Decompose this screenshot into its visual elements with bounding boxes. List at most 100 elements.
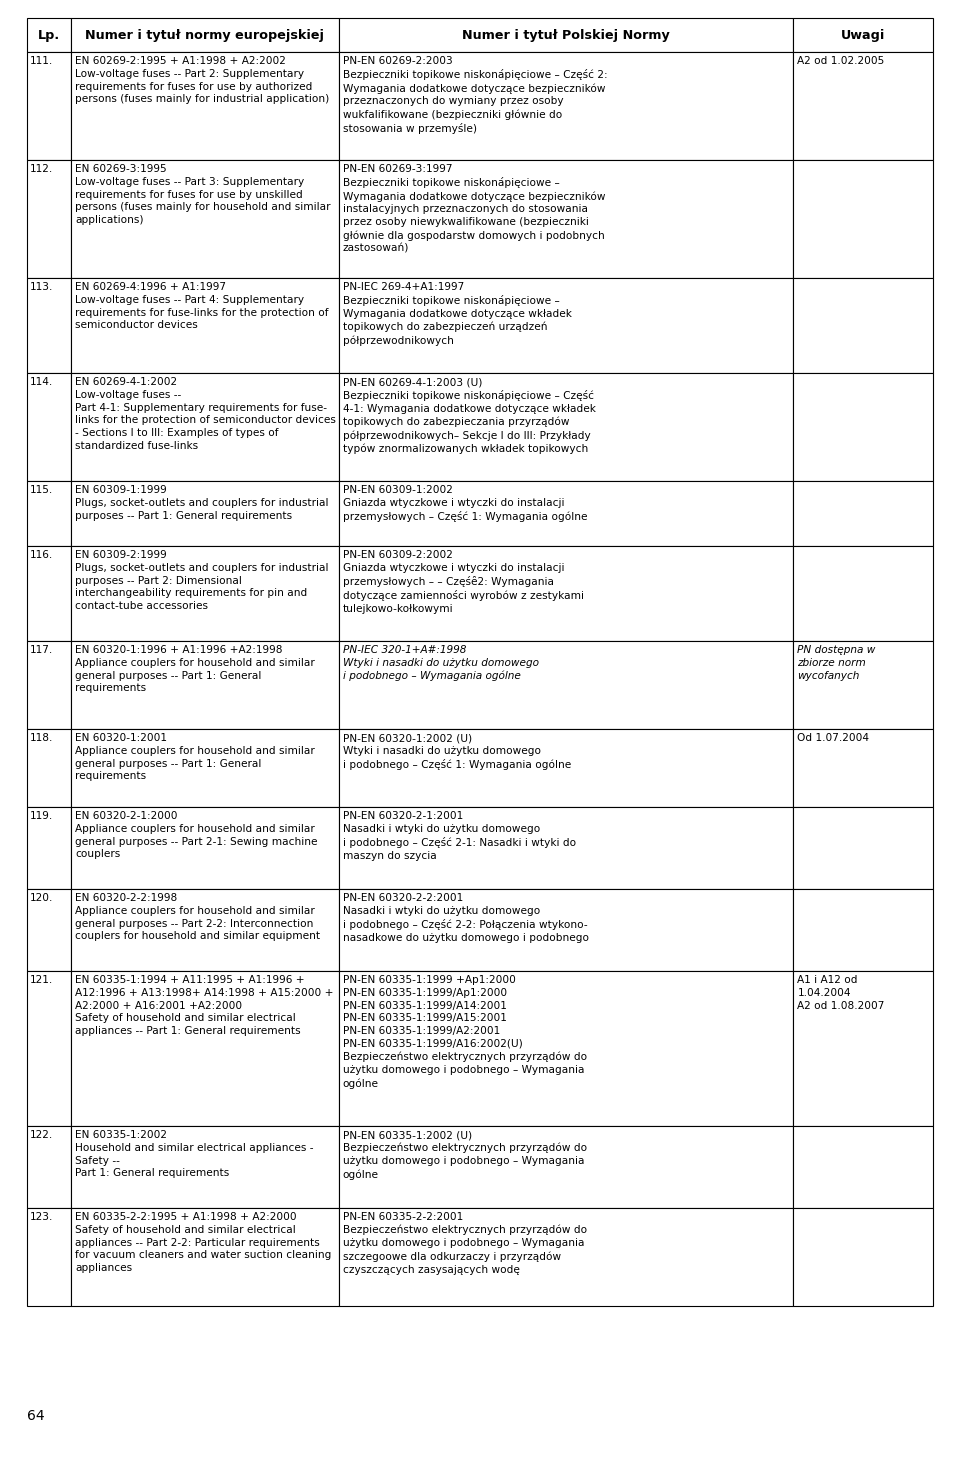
Bar [794,17,933,52]
Bar [71,160,339,278]
Bar [27,545,71,642]
Bar [27,481,71,545]
Bar [71,52,339,160]
Bar [794,481,933,545]
Text: PN-EN 60335-1:2002 (U)
Bezpieczeństwo elektrycznych przyrządów do
użytku domoweg: PN-EN 60335-1:2002 (U) Bezpieczeństwo el… [343,1130,587,1180]
Bar [27,373,71,481]
Bar [794,642,933,729]
Text: PN-EN 60320-1:2002 (U)
Wtyki i nasadki do użytku domowego
i podobnego – Część 1:: PN-EN 60320-1:2002 (U) Wtyki i nasadki d… [343,733,571,770]
Bar [339,160,794,278]
Bar [794,278,933,373]
Text: Numer i tytuł normy europejskiej: Numer i tytuł normy europejskiej [85,29,324,42]
Bar [794,1126,933,1209]
Text: EN 60269-4:1996 + A1:1997
Low-voltage fuses -- Part 4: Supplementary
requirement: EN 60269-4:1996 + A1:1997 Low-voltage fu… [75,281,328,331]
Bar [71,729,339,806]
Text: PN-EN 60335-2-2:2001
Bezpieczeństwo elektrycznych przyrządów do
użytku domowego : PN-EN 60335-2-2:2001 Bezpieczeństwo elek… [343,1212,587,1274]
Text: PN-EN 60320-2-1:2001
Nasadki i wtyki do użytku domowego
i podobnego – Część 2-1:: PN-EN 60320-2-1:2001 Nasadki i wtyki do … [343,811,576,860]
Text: PN-IEC 269-4+A1:1997
Bezpieczniki topikowe niskonápięciowe –
Wymagania dodatkow: PN-IEC 269-4+A1:1997 Bezpieczniki topiko… [343,281,571,346]
Text: Lp.: Lp. [37,29,60,42]
Bar [794,729,933,806]
Bar [27,160,71,278]
Text: EN 60335-1:1994 + A11:1995 + A1:1996 +
A12:1996 + A13:1998+ A14:1998 + A15:2000 : EN 60335-1:1994 + A11:1995 + A1:1996 + A… [75,975,333,1037]
Text: EN 60269-2:1995 + A1:1998 + A2:2002
Low-voltage fuses -- Part 2: Supplementary
r: EN 60269-2:1995 + A1:1998 + A2:2002 Low-… [75,55,329,105]
Bar [339,481,794,545]
Text: 116.: 116. [30,550,53,560]
Text: Uwagi: Uwagi [841,29,885,42]
Text: 114.: 114. [30,378,53,386]
Text: EN 60269-4-1:2002
Low-voltage fuses --
Part 4-1: Supplementary requirements for : EN 60269-4-1:2002 Low-voltage fuses -- P… [75,378,336,451]
Bar [71,545,339,642]
Text: PN dostępna w
zbiorze norm
wycofanych: PN dostępna w zbiorze norm wycofanych [798,644,876,681]
Text: EN 60309-1:1999
Plugs, socket-outlets and couplers for industrial
purposes -- Pa: EN 60309-1:1999 Plugs, socket-outlets an… [75,486,328,521]
Bar [794,545,933,642]
Bar [71,278,339,373]
Text: PN-EN 60335-1:1999 +Ap1:2000
PN-EN 60335-1:1999/Ap1:2000
PN-EN 60335-1:1999/A14:: PN-EN 60335-1:1999 +Ap1:2000 PN-EN 60335… [343,975,587,1089]
Text: EN 60320-1:2001
Appliance couplers for household and similar
general purposes --: EN 60320-1:2001 Appliance couplers for h… [75,733,315,781]
Bar [794,160,933,278]
Bar [339,1209,794,1306]
Text: PN-EN 60320-2-2:2001
Nasadki i wtyki do użytku domowego
i podobnego – Część 2-2:: PN-EN 60320-2-2:2001 Nasadki i wtyki do … [343,892,588,943]
Bar [339,971,794,1126]
Bar [71,971,339,1126]
Text: EN 60335-2-2:1995 + A1:1998 + A2:2000
Safety of household and similar electrical: EN 60335-2-2:1995 + A1:1998 + A2:2000 Sa… [75,1212,331,1273]
Text: PN-EN 60309-2:2002
Gniazda wtyczkowe i wtyczki do instalacji
przemysłowych – – C: PN-EN 60309-2:2002 Gniazda wtyczkowe i w… [343,550,584,614]
Bar [339,806,794,889]
Bar [794,1209,933,1306]
Text: Od 1.07.2004: Od 1.07.2004 [798,733,870,744]
Text: PN-EN 60269-4-1:2003 (U)
Bezpieczniki topikowe niskonápięciowe – Część
4-1: Wym: PN-EN 60269-4-1:2003 (U) Bezpieczniki to… [343,378,595,455]
Bar [339,17,794,52]
Bar [71,1126,339,1209]
Bar [794,889,933,971]
Text: 112.: 112. [30,163,53,174]
Text: A2 od 1.02.2005: A2 od 1.02.2005 [798,55,885,66]
Bar [71,17,339,52]
Text: 64: 64 [27,1408,44,1423]
Bar [71,889,339,971]
Text: EN 60320-2-1:2000
Appliance couplers for household and similar
general purposes : EN 60320-2-1:2000 Appliance couplers for… [75,811,318,859]
Text: 113.: 113. [30,281,54,292]
Bar [27,1209,71,1306]
Bar [27,729,71,806]
Bar [71,642,339,729]
Text: A1 i A12 od
1.04.2004
A2 od 1.08.2007: A1 i A12 od 1.04.2004 A2 od 1.08.2007 [798,975,885,1010]
Text: 120.: 120. [30,892,54,903]
Bar [339,1126,794,1209]
Text: 118.: 118. [30,733,54,744]
Text: PN-EN 60269-2:2003
Bezpieczniki topikowe niskonápięciowe – Część 2:
Wymagania d: PN-EN 60269-2:2003 Bezpieczniki topikowe… [343,55,608,134]
Bar [339,642,794,729]
Text: EN 60309-2:1999
Plugs, socket-outlets and couplers for industrial
purposes -- Pa: EN 60309-2:1999 Plugs, socket-outlets an… [75,550,328,611]
Bar [27,889,71,971]
Bar [794,806,933,889]
Text: EN 60335-1:2002
Household and similar electrical appliances -
Safety --
Part 1: : EN 60335-1:2002 Household and similar el… [75,1130,314,1178]
Text: Numer i tytuł Polskiej Normy: Numer i tytuł Polskiej Normy [462,29,670,42]
Text: 119.: 119. [30,811,53,821]
Text: 122.: 122. [30,1130,53,1140]
Bar [71,373,339,481]
Bar [27,52,71,160]
Text: 117.: 117. [30,644,53,655]
Bar [794,373,933,481]
Bar [27,17,71,52]
Bar [27,278,71,373]
Bar [27,642,71,729]
Bar [27,971,71,1126]
Text: EN 60320-1:1996 + A1:1996 +A2:1998
Appliance couplers for household and similar
: EN 60320-1:1996 + A1:1996 +A2:1998 Appli… [75,644,315,694]
Bar [339,889,794,971]
Text: 121.: 121. [30,975,53,986]
Bar [339,52,794,160]
Text: 123.: 123. [30,1212,54,1222]
Text: PN-EN 60309-1:2002
Gniazda wtyczkowe i wtyczki do instalacji
przemysłowych – Czę: PN-EN 60309-1:2002 Gniazda wtyczkowe i w… [343,486,588,522]
Text: 111.: 111. [30,55,53,66]
Bar [71,481,339,545]
Bar [71,806,339,889]
Bar [27,806,71,889]
Bar [339,545,794,642]
Text: PN-IEC 320-1+A#:1998
Wtyki i nasadki do użytku domowego
i podobnego – Wymagania : PN-IEC 320-1+A#:1998 Wtyki i nasadki do … [343,644,539,681]
Text: EN 60269-3:1995
Low-voltage fuses -- Part 3: Supplementary
requirements for fuse: EN 60269-3:1995 Low-voltage fuses -- Par… [75,163,330,225]
Bar [339,278,794,373]
Bar [339,373,794,481]
Text: 115.: 115. [30,486,53,496]
Text: EN 60320-2-2:1998
Appliance couplers for household and similar
general purposes : EN 60320-2-2:1998 Appliance couplers for… [75,892,320,942]
Bar [794,52,933,160]
Bar [71,1209,339,1306]
